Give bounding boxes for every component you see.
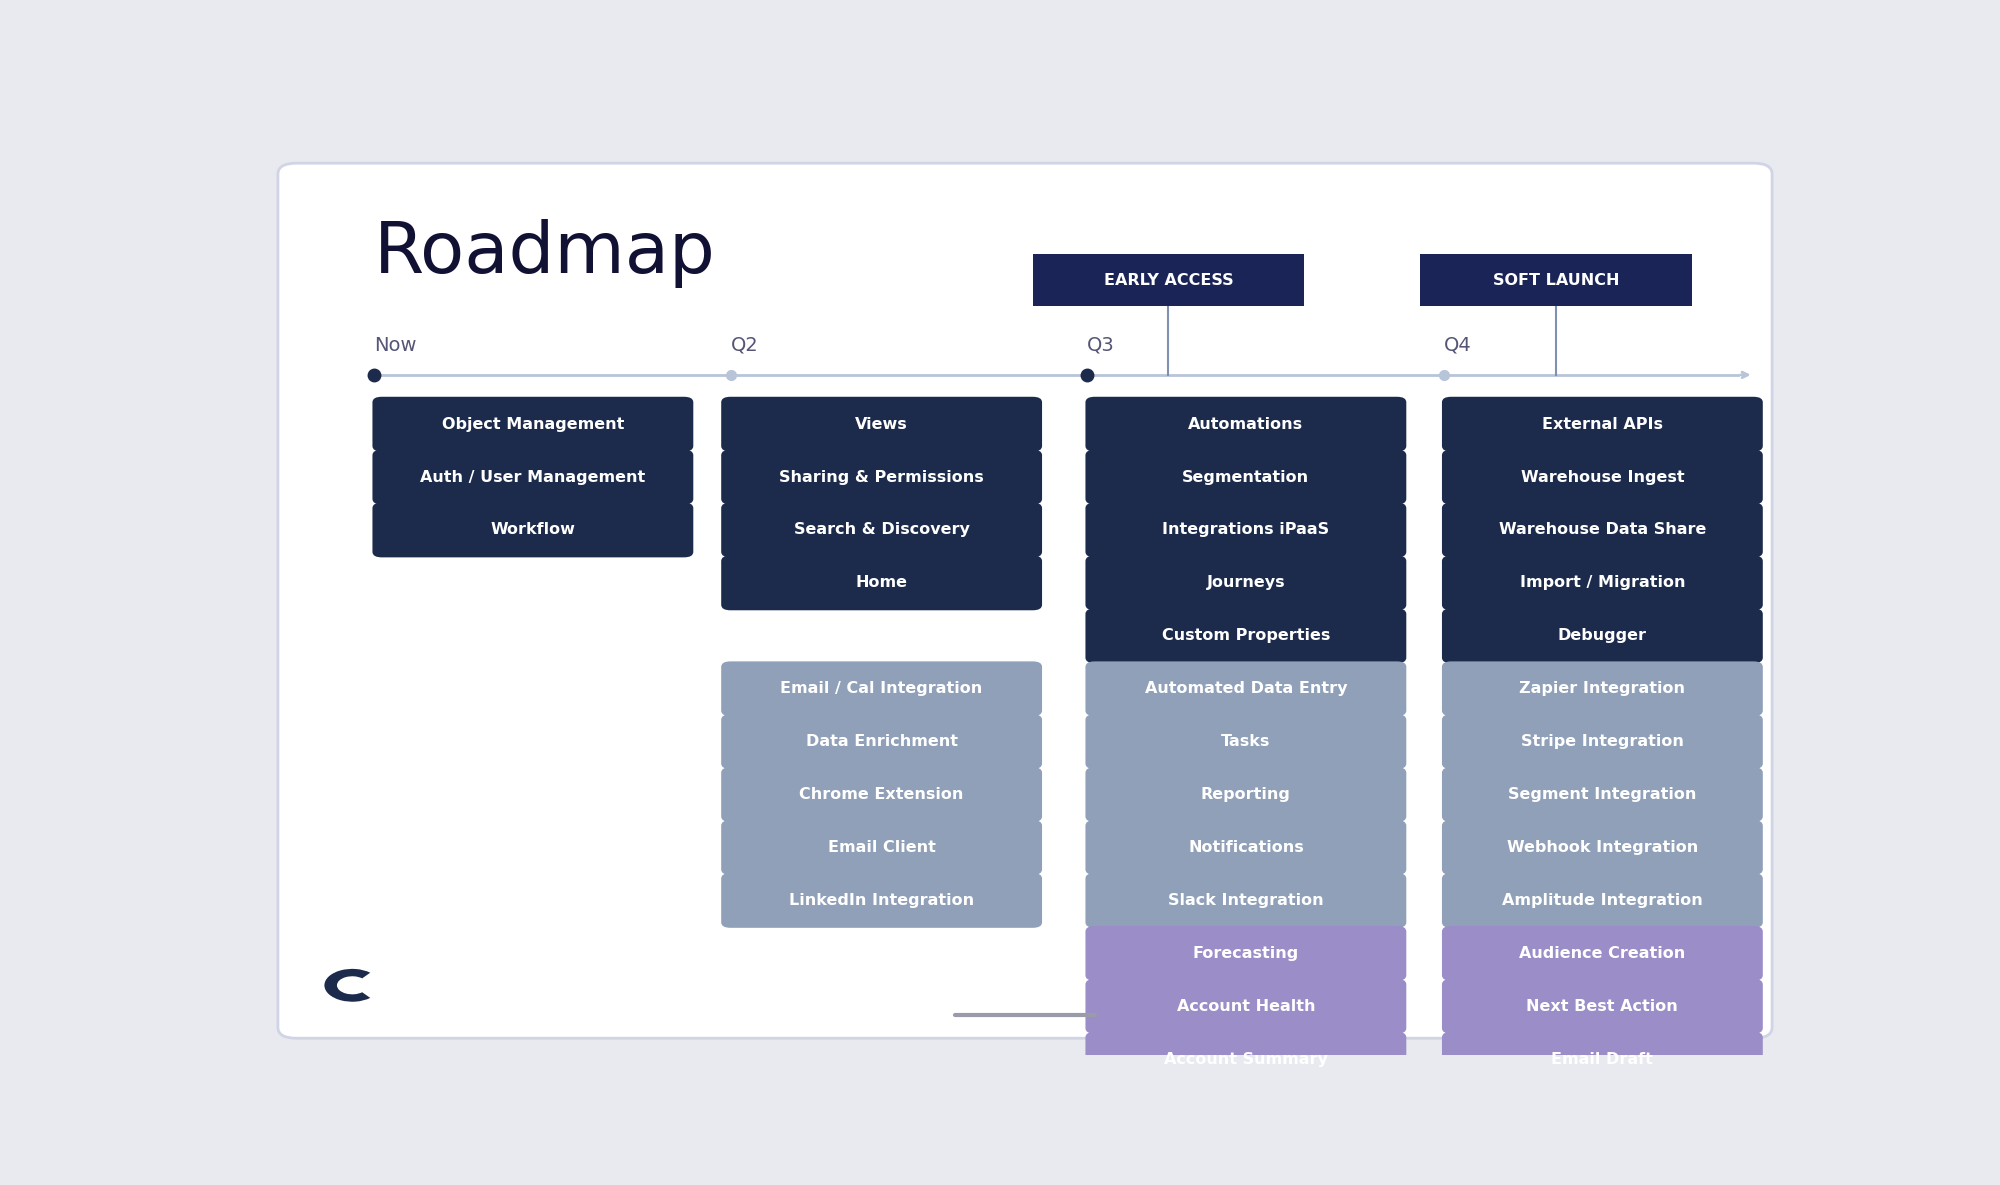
Text: Account Health: Account Health [1176, 999, 1316, 1014]
Text: Import / Migration: Import / Migration [1520, 576, 1686, 590]
FancyBboxPatch shape [722, 820, 1042, 875]
Text: Reporting: Reporting [1200, 787, 1290, 802]
Text: Custom Properties: Custom Properties [1162, 628, 1330, 643]
Text: Object Management: Object Management [442, 417, 624, 431]
FancyBboxPatch shape [372, 397, 694, 451]
Text: Warehouse Ingest: Warehouse Ingest [1520, 469, 1684, 485]
FancyBboxPatch shape [722, 661, 1042, 716]
Text: Next Best Action: Next Best Action [1526, 999, 1678, 1014]
Text: Q4: Q4 [1444, 335, 1472, 354]
Text: Segment Integration: Segment Integration [1508, 787, 1696, 802]
Text: Q2: Q2 [730, 335, 758, 354]
Text: Home: Home [856, 576, 908, 590]
FancyBboxPatch shape [1442, 449, 1762, 505]
FancyBboxPatch shape [722, 715, 1042, 769]
FancyBboxPatch shape [1086, 608, 1406, 664]
FancyBboxPatch shape [1086, 873, 1406, 928]
FancyBboxPatch shape [1086, 449, 1406, 505]
FancyBboxPatch shape [372, 502, 694, 557]
Text: LinkedIn Integration: LinkedIn Integration [790, 893, 974, 908]
FancyBboxPatch shape [722, 556, 1042, 610]
FancyBboxPatch shape [1086, 556, 1406, 610]
Text: Warehouse Data Share: Warehouse Data Share [1498, 523, 1706, 538]
FancyBboxPatch shape [1442, 925, 1762, 981]
FancyBboxPatch shape [1086, 661, 1406, 716]
Text: Slack Integration: Slack Integration [1168, 893, 1324, 908]
Text: Stripe Integration: Stripe Integration [1520, 735, 1684, 749]
Text: Automated Data Entry: Automated Data Entry [1144, 681, 1348, 697]
Text: External APIs: External APIs [1542, 417, 1662, 431]
Text: Email Draft: Email Draft [1552, 1052, 1654, 1066]
FancyBboxPatch shape [1442, 608, 1762, 664]
Text: Search & Discovery: Search & Discovery [794, 523, 970, 538]
Text: Audience Creation: Audience Creation [1520, 946, 1686, 961]
Text: Sharing & Permissions: Sharing & Permissions [780, 469, 984, 485]
FancyBboxPatch shape [1442, 502, 1762, 557]
Wedge shape [324, 969, 370, 1001]
Text: Journeys: Journeys [1206, 576, 1286, 590]
FancyBboxPatch shape [1442, 397, 1762, 451]
Text: Webhook Integration: Webhook Integration [1506, 840, 1698, 856]
Text: SOFT LAUNCH: SOFT LAUNCH [1492, 273, 1620, 288]
Text: Email Client: Email Client [828, 840, 936, 856]
Text: Amplitude Integration: Amplitude Integration [1502, 893, 1702, 908]
FancyBboxPatch shape [1086, 767, 1406, 822]
Text: Views: Views [856, 417, 908, 431]
FancyBboxPatch shape [722, 397, 1042, 451]
Text: Data Enrichment: Data Enrichment [806, 735, 958, 749]
FancyBboxPatch shape [372, 449, 694, 505]
Text: Segmentation: Segmentation [1182, 469, 1310, 485]
FancyBboxPatch shape [1420, 255, 1692, 307]
FancyBboxPatch shape [1086, 925, 1406, 981]
Text: Workflow: Workflow [490, 523, 576, 538]
FancyBboxPatch shape [1442, 1032, 1762, 1087]
Text: Notifications: Notifications [1188, 840, 1304, 856]
Text: Tasks: Tasks [1222, 735, 1270, 749]
Text: Now: Now [374, 335, 416, 354]
Text: Roadmap: Roadmap [374, 219, 716, 288]
Text: Chrome Extension: Chrome Extension [800, 787, 964, 802]
FancyBboxPatch shape [1086, 715, 1406, 769]
FancyBboxPatch shape [1032, 255, 1304, 307]
FancyBboxPatch shape [722, 502, 1042, 557]
Text: Integrations iPaaS: Integrations iPaaS [1162, 523, 1330, 538]
FancyBboxPatch shape [722, 767, 1042, 822]
FancyBboxPatch shape [1442, 979, 1762, 1033]
FancyBboxPatch shape [1086, 397, 1406, 451]
FancyBboxPatch shape [1442, 873, 1762, 928]
Text: Forecasting: Forecasting [1192, 946, 1300, 961]
Text: Account Summary: Account Summary [1164, 1052, 1328, 1066]
Text: Automations: Automations [1188, 417, 1304, 431]
FancyBboxPatch shape [1086, 502, 1406, 557]
FancyBboxPatch shape [1086, 979, 1406, 1033]
FancyBboxPatch shape [278, 164, 1772, 1038]
Text: Zapier Integration: Zapier Integration [1520, 681, 1686, 697]
FancyBboxPatch shape [722, 449, 1042, 505]
FancyBboxPatch shape [1086, 1032, 1406, 1087]
FancyBboxPatch shape [1442, 661, 1762, 716]
Text: Q3: Q3 [1088, 335, 1114, 354]
FancyBboxPatch shape [1442, 820, 1762, 875]
FancyBboxPatch shape [1086, 820, 1406, 875]
FancyBboxPatch shape [1442, 767, 1762, 822]
Text: Auth / User Management: Auth / User Management [420, 469, 646, 485]
FancyBboxPatch shape [1442, 715, 1762, 769]
Text: Email / Cal Integration: Email / Cal Integration [780, 681, 982, 697]
FancyBboxPatch shape [722, 873, 1042, 928]
Text: Debugger: Debugger [1558, 628, 1646, 643]
Text: EARLY ACCESS: EARLY ACCESS [1104, 273, 1234, 288]
FancyBboxPatch shape [1442, 556, 1762, 610]
